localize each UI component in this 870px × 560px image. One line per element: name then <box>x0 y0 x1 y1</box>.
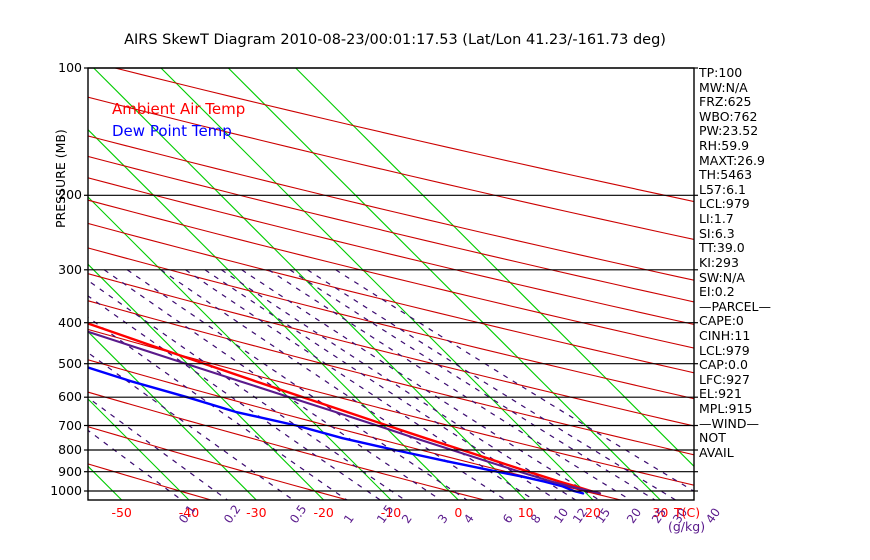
mixing-ratio-unit-label: (g/kg) <box>668 519 706 534</box>
stats-row: L57:6.1 <box>699 181 746 197</box>
stats-row: EL:921 <box>699 386 742 402</box>
stats-row: CINH:11 <box>699 327 751 343</box>
stats-row: SW:N/A <box>699 269 745 285</box>
stats-row: CAPE:0 <box>699 313 744 329</box>
pressure-axis-label: PRESSURE (MB) <box>53 129 68 228</box>
pressure-tick-label: 200 <box>58 187 82 203</box>
stats-row: TT:39.0 <box>699 240 745 256</box>
pressure-tick-label: 500 <box>58 355 82 371</box>
stats-row: —PARCEL— <box>699 298 771 314</box>
pressure-tick-label: 1000 <box>50 483 82 499</box>
stats-row: NOT <box>699 430 726 446</box>
stats-row: RH:59.9 <box>699 138 750 154</box>
legend-dew-point-temp: Dew Point Temp <box>112 122 232 140</box>
stats-row: LCL:979 <box>699 342 750 358</box>
stats-row: FRZ:625 <box>699 94 752 110</box>
page-title: AIRS SkewT Diagram 2010-08-23/00:01:17.5… <box>124 32 666 48</box>
bottom-temp-tick-label: 10 <box>517 505 534 520</box>
bottom-temp-tick-label: 0 <box>454 505 463 520</box>
pressure-tick-label: 100 <box>58 60 82 75</box>
stats-row: —WIND— <box>699 415 760 431</box>
stats-row: TH:5463 <box>699 167 753 183</box>
stats-row: MPL:915 <box>699 401 753 417</box>
bottom-temp-tick-label: -10 <box>380 505 402 520</box>
stats-row: SI:6.3 <box>699 225 735 241</box>
bottom-temp-tick-label: -50 <box>111 505 132 520</box>
legend-ambient-air-temp: Ambient Air Temp <box>112 100 246 118</box>
stats-row: KI:293 <box>699 254 739 270</box>
pressure-tick-label: 800 <box>58 442 82 458</box>
bottom-temp-tick-label: 20 <box>585 505 601 520</box>
bottom-temp-tick-label: -40 <box>178 505 200 520</box>
pressure-tick-label: 300 <box>58 261 82 277</box>
bottom-temp-tick-label: -20 <box>313 505 334 520</box>
stats-row: MAXT:26.9 <box>699 152 765 168</box>
stats-row: CAP:0.0 <box>699 357 748 373</box>
pressure-tick-label: 600 <box>58 389 82 405</box>
stats-row: MW:N/A <box>699 79 748 95</box>
stats-row: PW:23.52 <box>699 123 759 139</box>
bottom-temp-tick-label: -30 <box>246 505 267 520</box>
pressure-tick-label: 400 <box>58 314 82 330</box>
bottom-temp-tick-label: 30 <box>652 505 669 520</box>
temperature-unit-label: T(C) <box>674 505 701 520</box>
stats-panel: TP:100 MW:N/A FRZ:625 WBO:762 PW:23.52 RH:59.… <box>699 65 819 460</box>
stats-row: TP:100 <box>699 65 743 80</box>
stats-row: WBO:762 <box>699 108 758 124</box>
pressure-tick-label: 700 <box>58 417 82 433</box>
stats-row: LFC:927 <box>699 371 750 387</box>
stats-row: EI:0.2 <box>699 284 735 300</box>
stats-row: AVAIL <box>699 444 734 460</box>
stats-row: LI:1.7 <box>699 211 734 227</box>
stats-row: LCL:979 <box>699 196 750 212</box>
pressure-tick-label: 900 <box>58 463 82 479</box>
